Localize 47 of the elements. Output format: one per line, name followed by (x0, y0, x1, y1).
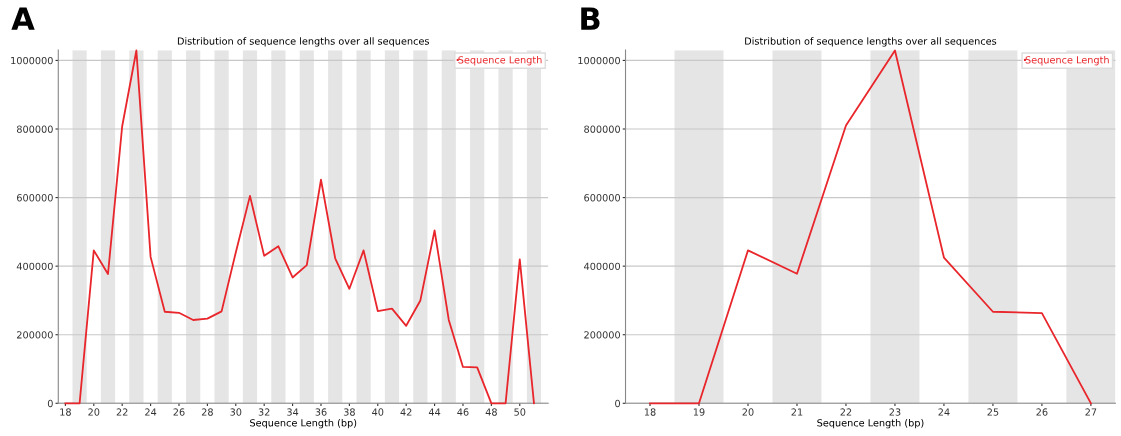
x-tick-label: 20 (742, 408, 754, 416)
legend-label: Sequence Length (1025, 55, 1109, 66)
x-tick-label: 36 (315, 408, 327, 416)
x-tick-label: 26 (1036, 408, 1048, 416)
x-tick-label: 28 (201, 408, 213, 416)
x-tick-label: 26 (173, 408, 185, 416)
x-tick-label: 48 (485, 408, 497, 416)
y-tick-label: 1000000 (11, 56, 53, 65)
legend-label: Sequence Length (458, 55, 542, 66)
x-tick-label: 27 (1085, 408, 1097, 416)
x-tick-label: 42 (400, 408, 412, 416)
x-tick-label: 30 (230, 408, 242, 416)
x-tick-label: 50 (514, 408, 526, 416)
x-tick-label: 46 (457, 408, 469, 416)
x-tick-label: 19 (693, 408, 705, 416)
x-tick-label: 32 (258, 408, 270, 416)
x-tick-label: 20 (88, 408, 100, 416)
text: B (581, 7, 600, 30)
x-tick-label: 24 (145, 408, 157, 416)
x-tick-label: 40 (372, 408, 384, 416)
x-tick-label: 38 (343, 408, 355, 416)
y-tick-label: 600000 (584, 194, 621, 202)
y-tick-label: 800000 (16, 125, 53, 133)
y-tick-label: 0 (615, 399, 621, 408)
x-axis-title: Sequence Length (bp) (817, 418, 924, 429)
y-tick-label: 400000 (16, 262, 53, 270)
chart-title: Distribution of sequence lengths over all sequences (745, 37, 997, 47)
x-axis-title: Sequence Length (bp) (250, 418, 357, 429)
y-tick-label: 200000 (17, 331, 53, 339)
x-tick-label: 18 (60, 408, 71, 416)
x-tick-label: 22 (840, 408, 852, 416)
x-tick-label: 18 (644, 408, 656, 416)
x-tick-label: 25 (987, 408, 999, 416)
y-tick-label: 800000 (584, 125, 621, 133)
y-tick-label: 0 (47, 399, 53, 408)
y-tick-label: 600000 (17, 194, 53, 202)
x-tick-label: 21 (791, 408, 803, 416)
x-tick-label: 24 (938, 408, 950, 416)
y-tick-label: 1000000 (578, 56, 621, 65)
x-tick-label: 23 (889, 408, 901, 416)
x-tick-label: 44 (428, 408, 441, 416)
y-tick-label: 200000 (584, 331, 621, 339)
x-tick-label: 34 (287, 408, 299, 416)
y-tick-label: 400000 (584, 262, 621, 270)
text: A (11, 7, 35, 30)
x-tick-label: 22 (116, 408, 128, 416)
chart-title: Distribution of sequence lengths over all sequences (177, 37, 429, 47)
